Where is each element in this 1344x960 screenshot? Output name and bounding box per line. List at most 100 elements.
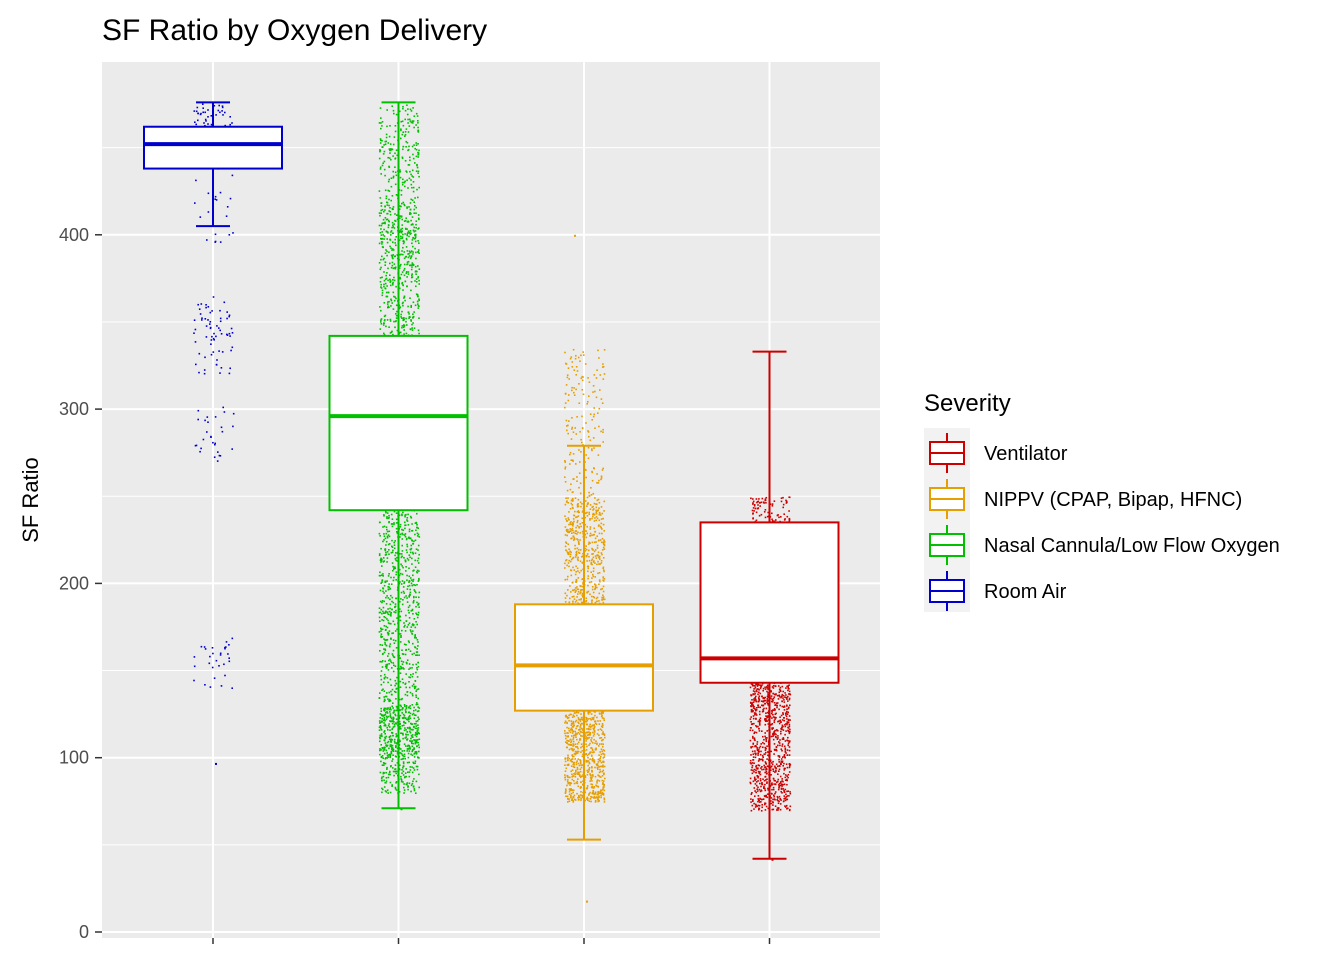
data-point	[381, 208, 384, 211]
data-point	[571, 755, 574, 758]
data-point	[595, 510, 598, 512]
data-point	[399, 704, 402, 707]
data-point	[415, 521, 418, 524]
data-point	[390, 717, 393, 720]
data-point	[417, 527, 419, 529]
data-point	[398, 514, 401, 516]
data-point	[600, 478, 602, 481]
data-point	[399, 568, 401, 571]
data-point	[568, 790, 571, 793]
data-point	[385, 218, 388, 221]
data-point	[395, 527, 398, 530]
data-point	[406, 588, 409, 590]
data-point	[579, 591, 582, 593]
data-point	[384, 699, 386, 702]
data-point	[200, 447, 202, 450]
data-point	[410, 255, 413, 257]
data-point	[409, 156, 411, 159]
data-point	[602, 523, 605, 526]
data-point	[194, 328, 197, 331]
data-point	[406, 691, 408, 693]
data-point	[588, 769, 590, 771]
data-point	[388, 535, 391, 538]
data-point	[404, 737, 406, 739]
data-point	[382, 788, 384, 791]
data-point	[402, 105, 404, 108]
data-point	[601, 779, 604, 782]
data-point	[402, 148, 404, 151]
data-point	[401, 555, 403, 558]
data-point	[387, 267, 389, 270]
data-point	[409, 230, 412, 232]
data-point	[587, 430, 589, 432]
data-point	[392, 649, 395, 652]
data-point	[575, 750, 577, 753]
data-point	[379, 149, 382, 152]
data-point	[569, 788, 571, 790]
data-point	[598, 780, 601, 782]
data-point	[590, 751, 592, 753]
data-point	[573, 794, 576, 797]
data-point	[593, 596, 596, 599]
data-point	[381, 292, 384, 294]
data-point	[402, 178, 404, 181]
data-point	[591, 558, 594, 561]
data-point	[384, 790, 387, 792]
data-point	[391, 261, 394, 264]
data-point	[577, 732, 579, 734]
data-point	[394, 166, 396, 168]
data-point	[406, 519, 408, 521]
data-point	[585, 721, 587, 723]
data-point	[208, 662, 211, 665]
data-point	[603, 569, 605, 571]
data-point	[579, 761, 582, 764]
data-point	[603, 784, 605, 787]
data-point	[564, 601, 567, 603]
data-point	[408, 575, 411, 578]
data-point	[415, 621, 417, 623]
data-point	[597, 729, 600, 731]
data-point	[379, 138, 382, 140]
data-point	[386, 726, 388, 729]
data-point	[383, 285, 385, 288]
data-point	[214, 198, 216, 200]
data-point	[381, 791, 383, 794]
data-point	[568, 511, 570, 513]
data-point	[588, 736, 591, 739]
data-point	[401, 310, 403, 313]
data-point	[384, 665, 387, 668]
data-point	[603, 765, 606, 768]
data-point	[414, 741, 417, 744]
data-point	[579, 492, 582, 495]
data-point	[398, 791, 401, 793]
data-point	[588, 767, 591, 769]
data-point	[386, 250, 388, 253]
data-point	[401, 769, 403, 771]
data-point	[396, 254, 399, 256]
data-point	[204, 684, 206, 686]
data-point	[402, 713, 405, 716]
data-point	[567, 776, 569, 779]
data-point	[597, 793, 600, 795]
data-point	[576, 725, 578, 728]
data-point	[418, 298, 420, 300]
data-point	[390, 576, 392, 579]
data-point	[402, 317, 405, 319]
data-point	[576, 596, 578, 598]
data-point	[379, 571, 381, 574]
data-point	[411, 327, 413, 329]
data-point	[417, 131, 420, 133]
data-point	[403, 324, 406, 327]
data-point	[386, 595, 388, 597]
data-point	[599, 389, 601, 391]
data-point	[400, 667, 403, 670]
data-point	[596, 369, 598, 371]
data-point	[417, 611, 420, 614]
data-point	[410, 517, 413, 519]
data-point	[392, 707, 394, 709]
data-point	[585, 600, 588, 602]
data-point	[395, 236, 397, 238]
data-point	[391, 653, 394, 655]
data-point	[595, 600, 598, 603]
data-point	[582, 351, 584, 353]
